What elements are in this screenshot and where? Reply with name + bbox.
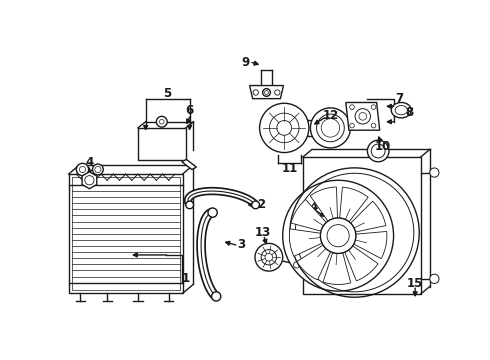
Circle shape (260, 103, 309, 153)
Text: 4: 4 (85, 156, 94, 169)
Circle shape (430, 168, 439, 177)
Polygon shape (346, 103, 380, 130)
Circle shape (76, 163, 89, 176)
Circle shape (208, 208, 217, 217)
Circle shape (156, 116, 167, 127)
Bar (69, 174, 183, 293)
Polygon shape (249, 86, 283, 99)
Circle shape (212, 292, 221, 301)
Text: 14: 14 (303, 201, 319, 214)
Circle shape (93, 164, 103, 175)
Circle shape (430, 274, 439, 283)
Text: 2: 2 (257, 198, 265, 211)
Polygon shape (354, 231, 387, 258)
Polygon shape (345, 246, 378, 281)
Circle shape (368, 140, 389, 162)
Text: 12: 12 (322, 109, 339, 122)
Circle shape (263, 89, 270, 96)
Text: 11: 11 (281, 162, 298, 175)
Polygon shape (290, 229, 322, 256)
Text: 5: 5 (163, 87, 172, 100)
Circle shape (252, 201, 259, 209)
Polygon shape (310, 187, 338, 221)
Bar (138, 128, 186, 160)
Polygon shape (323, 253, 351, 284)
Circle shape (320, 218, 356, 253)
Circle shape (283, 180, 393, 291)
Polygon shape (351, 201, 386, 232)
Text: 3: 3 (237, 238, 245, 251)
Polygon shape (182, 159, 196, 170)
Text: 7: 7 (395, 92, 403, 105)
Text: 6: 6 (185, 104, 194, 117)
Text: 9: 9 (242, 56, 250, 69)
Text: 15: 15 (407, 277, 423, 290)
Polygon shape (82, 172, 97, 189)
Bar (303, 157, 420, 294)
Bar (72, 177, 179, 291)
Text: 13: 13 (254, 226, 271, 239)
Bar (307, 120, 324, 136)
Text: 10: 10 (375, 140, 391, 153)
Ellipse shape (392, 103, 411, 118)
Circle shape (186, 201, 194, 209)
Text: 1: 1 (182, 271, 190, 284)
Polygon shape (340, 187, 368, 222)
Circle shape (311, 108, 350, 148)
Polygon shape (291, 199, 326, 231)
Polygon shape (297, 245, 331, 280)
Text: 8: 8 (405, 106, 413, 119)
Circle shape (255, 243, 283, 271)
